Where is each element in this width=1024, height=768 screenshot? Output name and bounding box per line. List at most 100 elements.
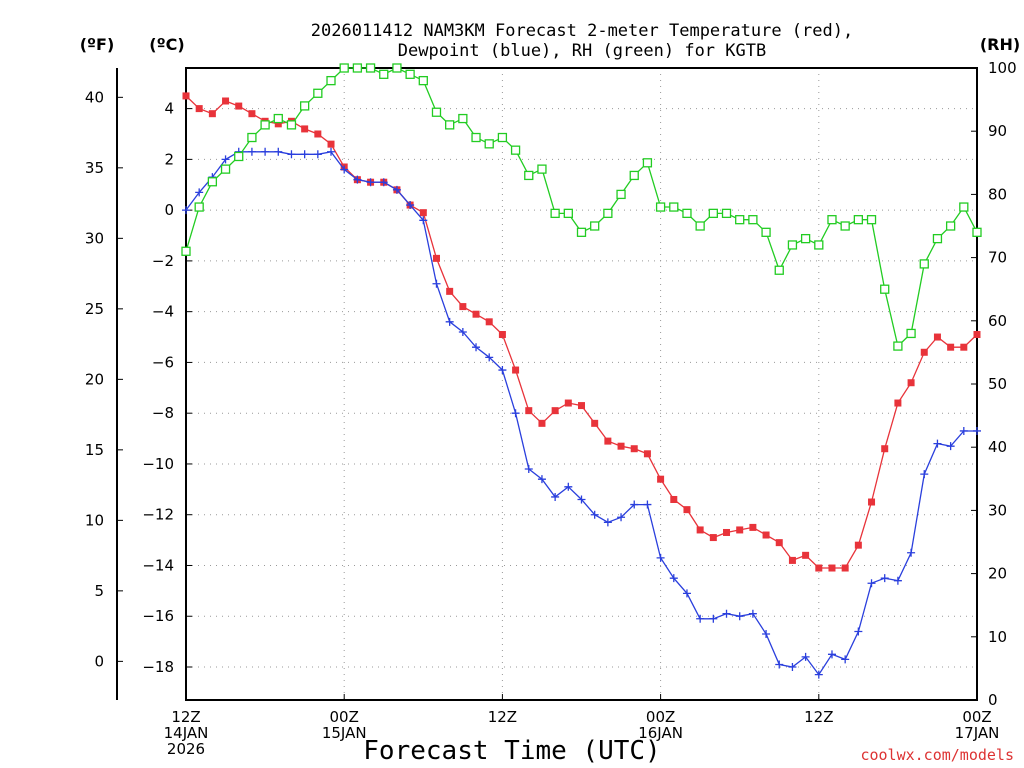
grid-lines (186, 68, 977, 700)
plot-frame (185, 67, 978, 701)
dewpoint-point (788, 663, 797, 672)
dewpoint-point (973, 426, 981, 435)
dewpoint-point (366, 178, 375, 187)
time-tick-label: 2026 (167, 740, 205, 758)
rh-point (932, 233, 943, 244)
temperature-point (736, 526, 744, 534)
fahrenheit-tick-label: 35 (85, 159, 104, 177)
temperature-point (933, 333, 941, 341)
credit-text: coolwx.com/models (860, 746, 1014, 764)
rh-point (484, 139, 494, 149)
temperature-point (327, 140, 335, 148)
temperature-point (301, 125, 309, 133)
temperature-point (683, 506, 691, 514)
celsius-tick-label: −8 (152, 404, 174, 422)
dewpoint-point (379, 178, 388, 187)
dewpoint-point (959, 426, 968, 435)
time-tick-label: 17JAN (955, 724, 1000, 742)
dewpoint-point (854, 627, 863, 636)
temperature-point (564, 399, 572, 407)
celsius-tick-label: −12 (142, 506, 174, 524)
rh-point (945, 221, 956, 231)
rh-point (471, 132, 481, 143)
dewpoint-point (472, 343, 481, 352)
dewpoint-point (801, 652, 810, 661)
temperature-point (222, 97, 230, 105)
dewpoint-point (735, 612, 744, 621)
dewpoint-point (656, 553, 665, 562)
celsius-tick-label: −4 (152, 303, 174, 321)
rh-point (273, 113, 283, 124)
rh-point (352, 63, 363, 73)
temperature-point (551, 407, 559, 415)
rh-point (893, 341, 903, 351)
rh-point (669, 202, 679, 212)
temperature-point (973, 331, 981, 339)
rh-point (537, 164, 547, 174)
dewpoint-point (458, 327, 467, 336)
dewpoint-point (261, 147, 270, 156)
rh-point (524, 170, 534, 181)
fahrenheit-tick-label: 20 (85, 370, 104, 388)
temperature-point (920, 348, 928, 356)
temperature-point (762, 531, 770, 539)
rh-tick-label: 70 (988, 249, 1007, 267)
celsius-tick-label: −6 (152, 353, 174, 371)
temperature-point (868, 498, 876, 506)
rh-point (431, 107, 442, 117)
rh-point (379, 69, 389, 79)
rh-point (748, 215, 758, 225)
series-layer (181, 63, 982, 679)
rh-point (497, 132, 508, 143)
celsius-tick-label: 2 (164, 150, 174, 168)
time-tick-label: 00Z (962, 708, 991, 726)
temperature-point (960, 343, 968, 351)
rh-point (853, 215, 863, 225)
dewpoint-point (814, 670, 823, 679)
temperature-point (709, 534, 717, 542)
dewpoint-point (907, 548, 916, 557)
temperature-point (248, 110, 256, 118)
dewpoint-point (722, 609, 731, 618)
rh-point (629, 170, 639, 181)
rh-point (234, 151, 244, 162)
rh-point (576, 227, 587, 237)
rh-point (616, 189, 626, 200)
dewpoint-point (195, 188, 204, 197)
temperature-point (630, 445, 638, 453)
rh-point (787, 240, 798, 250)
rh-point (220, 164, 231, 174)
dewpoint-point (313, 150, 322, 159)
dewpoint-point (564, 482, 573, 491)
rh-point (866, 215, 877, 225)
rh-point (603, 208, 613, 219)
temperature-point (657, 475, 665, 483)
dewpoint-point (419, 216, 428, 225)
rh-point (682, 208, 692, 219)
time-tick-label: 16JAN (638, 724, 683, 742)
rh-point (181, 246, 191, 256)
rh-point (550, 208, 560, 219)
dewpoint-point (946, 442, 955, 451)
dewpoint-point (669, 574, 678, 583)
celsius-tick-label: −18 (142, 658, 174, 676)
temperature-point (696, 526, 704, 534)
rh-point (800, 233, 811, 244)
fahrenheit-tick-label: 25 (85, 300, 104, 318)
rh-point (299, 101, 310, 111)
temperature-point (841, 564, 849, 572)
temperature-point (604, 437, 612, 445)
rh-point (365, 63, 376, 73)
celsius-tick-label: 0 (164, 201, 174, 219)
temperature-point (472, 310, 480, 318)
time-tick-label: 00Z (330, 708, 359, 726)
series-dewpoint (182, 147, 981, 679)
axis-ticks: 420−2−4−6−8−10−12−14−16−1840353025201510… (85, 59, 1017, 758)
dewpoint-point (748, 609, 757, 618)
rh-point (207, 177, 218, 187)
rh-point (906, 328, 916, 339)
fahrenheit-tick-label: 0 (94, 652, 104, 670)
dewpoint-point (841, 655, 850, 664)
temperature-point (802, 551, 810, 559)
rh-point (827, 215, 837, 225)
